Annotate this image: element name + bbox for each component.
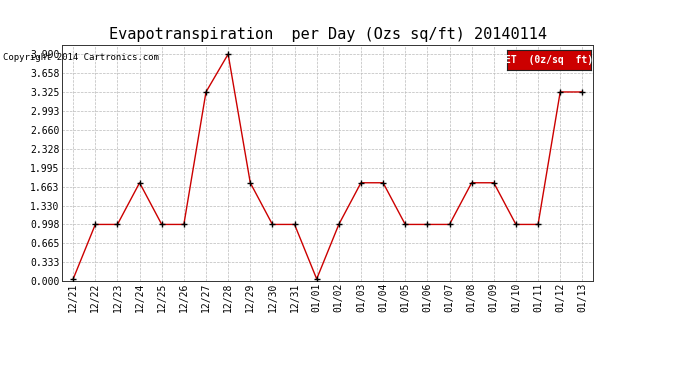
Title: Evapotranspiration  per Day (Ozs sq/ft) 20140114: Evapotranspiration per Day (Ozs sq/ft) 2…: [109, 27, 546, 42]
Text: Copyright 2014 Cartronics.com: Copyright 2014 Cartronics.com: [3, 53, 159, 62]
